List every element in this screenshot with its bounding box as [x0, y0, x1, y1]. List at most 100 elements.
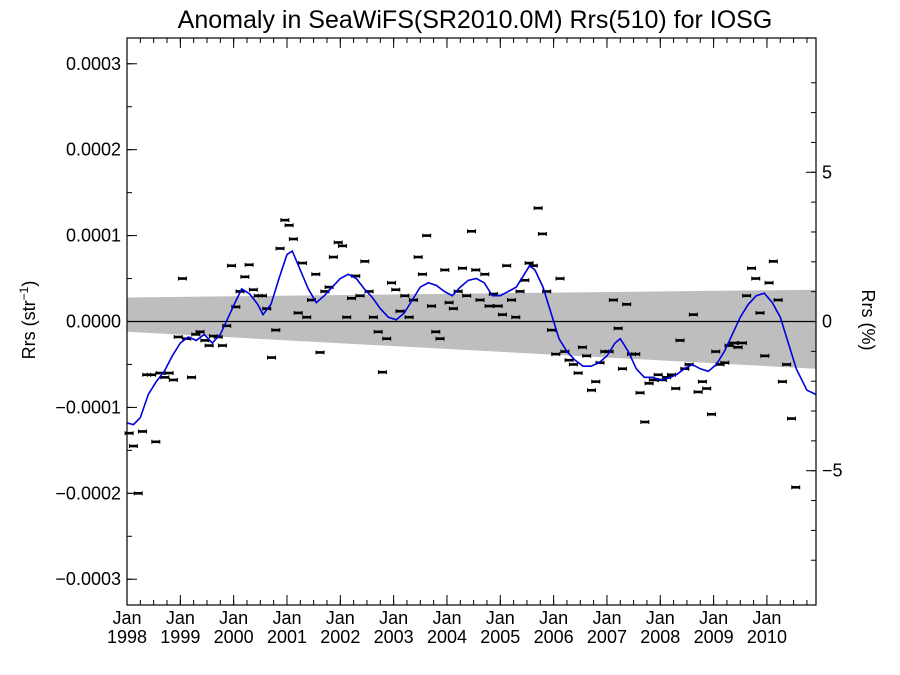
data-point-129 — [697, 379, 707, 384]
y-tick-label-5: 0.0002 — [66, 140, 121, 160]
x-tick-month-8: Jan — [539, 608, 568, 628]
data-point-110 — [613, 326, 623, 331]
data-point-140 — [746, 266, 756, 271]
data-point-59 — [387, 280, 397, 285]
x-tick-year-8: 2006 — [534, 627, 574, 647]
x-tick-month-4: Jan — [326, 608, 355, 628]
data-point-43 — [315, 350, 325, 355]
data-point-12 — [177, 276, 187, 281]
data-point-101 — [573, 371, 583, 376]
data-point-139 — [742, 293, 752, 298]
data-point-123 — [671, 386, 681, 391]
x-tick-year-0: 1998 — [107, 627, 147, 647]
x-tick-month-10: Jan — [646, 608, 675, 628]
data-point-88 — [515, 289, 525, 294]
data-point-55 — [368, 315, 378, 320]
data-point-146 — [773, 298, 783, 303]
data-point-87 — [511, 315, 521, 320]
data-point-114 — [631, 352, 641, 357]
x-tick-month-2: Jan — [219, 608, 248, 628]
data-point-92 — [533, 206, 543, 211]
data-point-49 — [342, 315, 352, 320]
uncertainty-band — [127, 289, 816, 369]
data-point-48 — [337, 243, 347, 248]
data-point-58 — [382, 336, 392, 341]
data-point-132 — [711, 349, 721, 354]
data-point-38 — [293, 310, 303, 315]
x-tick-month-7: Jan — [486, 608, 515, 628]
data-point-46 — [328, 255, 338, 260]
data-point-21 — [217, 343, 227, 348]
data-point-34 — [275, 246, 285, 251]
x-tick-month-1: Jan — [166, 608, 195, 628]
data-point-131 — [706, 412, 716, 417]
data-point-97 — [555, 276, 565, 281]
x-tick-year-12: 2010 — [747, 627, 787, 647]
data-point-66 — [417, 272, 427, 277]
data-point-124 — [675, 338, 685, 343]
data-point-144 — [764, 280, 774, 285]
data-point-134 — [720, 360, 730, 365]
chart-title: Anomaly in SeaWiFS(SR2010.0M) Rrs(510) f… — [178, 6, 773, 34]
x-tick-year-1: 1999 — [160, 627, 200, 647]
data-point-6 — [151, 439, 161, 444]
data-point-103 — [582, 353, 592, 358]
data-point-30 — [257, 293, 267, 298]
data-point-9 — [164, 371, 174, 376]
data-point-104 — [586, 388, 596, 393]
data-point-112 — [622, 302, 632, 307]
x-tick-year-7: 2005 — [480, 627, 520, 647]
data-point-79 — [475, 298, 485, 303]
data-point-85 — [502, 263, 512, 268]
x-tick-year-4: 2002 — [320, 627, 360, 647]
data-point-62 — [400, 293, 410, 298]
data-point-32 — [267, 355, 277, 360]
data-point-75 — [457, 266, 467, 271]
right-y-axis: −5 0 5 — [806, 82, 843, 561]
smoothed-series-line — [126, 249, 817, 426]
data-point-143 — [760, 353, 770, 358]
data-point-80 — [480, 272, 490, 277]
data-point-42 — [311, 272, 321, 277]
data-point-52 — [355, 293, 365, 298]
left-axis-label: Rrs (str−1) — [17, 281, 39, 360]
left-y-axis: −0.0003 −0.0002 −0.0001 0.0000 0.0001 0.0002 0… — [55, 54, 137, 589]
data-point-71 — [440, 267, 450, 272]
data-point-50 — [347, 296, 357, 301]
data-point-16 — [195, 329, 205, 334]
data-point-47 — [333, 240, 343, 245]
data-point-138 — [737, 340, 747, 345]
data-point-128 — [693, 389, 703, 394]
data-point-53 — [360, 259, 370, 264]
x-tick-month-6: Jan — [432, 608, 461, 628]
y-tick-label-6: 0.0003 — [66, 54, 121, 74]
y2-tick-label-1: 0 — [822, 312, 832, 332]
data-point-8 — [160, 375, 170, 380]
data-point-78 — [471, 267, 481, 272]
data-point-81 — [484, 304, 494, 309]
data-point-35 — [280, 218, 290, 223]
x-axis: Jan1998Jan1999Jan2000Jan2001Jan2002Jan20… — [107, 38, 808, 647]
data-point-109 — [608, 298, 618, 303]
data-point-86 — [506, 298, 516, 303]
data-point-149 — [786, 416, 796, 421]
data-point-96 — [551, 352, 561, 357]
x-tick-year-11: 2009 — [694, 627, 734, 647]
y-tick-label-3: 0.0000 — [66, 312, 121, 332]
data-point-23 — [227, 263, 237, 268]
data-point-14 — [187, 375, 197, 380]
data-point-36 — [284, 223, 294, 228]
x-tick-month-12: Jan — [752, 608, 781, 628]
x-tick-year-3: 2001 — [267, 627, 307, 647]
data-point-63 — [404, 315, 414, 320]
data-point-56 — [373, 329, 383, 334]
data-point-70 — [435, 336, 445, 341]
data-point-37 — [288, 237, 298, 242]
data-point-5 — [147, 372, 157, 377]
data-point-1 — [128, 444, 138, 449]
data-point-28 — [248, 287, 258, 292]
x-tick-year-2: 2000 — [214, 627, 254, 647]
x-tick-year-5: 2003 — [374, 627, 414, 647]
